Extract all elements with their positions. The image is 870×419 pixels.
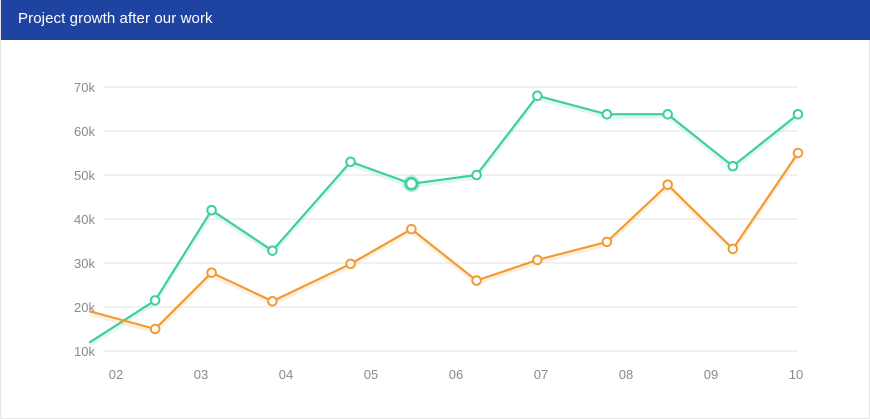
y-tick-label: 40k [74, 212, 95, 227]
x-tick-label: 07 [534, 367, 548, 382]
series-line [88, 151, 800, 331]
data-point[interactable] [601, 236, 613, 248]
series-2 [88, 147, 804, 335]
data-point[interactable] [149, 323, 161, 335]
data-point[interactable] [267, 295, 278, 307]
data-point[interactable] [206, 267, 217, 278]
x-tick-label: 09 [704, 367, 718, 382]
data-point[interactable] [601, 108, 613, 120]
x-tick-label: 02 [109, 367, 123, 382]
x-tick-label: 10 [789, 367, 803, 382]
y-tick-label: 60k [74, 124, 95, 139]
data-point[interactable] [792, 147, 804, 159]
x-tick-label: 03 [194, 367, 208, 382]
data-point[interactable] [727, 243, 739, 255]
series [88, 90, 804, 347]
data-point[interactable] [406, 223, 417, 235]
series-line-shadow [89, 97, 799, 347]
card-title: Project growth after our work [18, 10, 213, 27]
data-point[interactable] [471, 169, 482, 181]
series-line-shadow [89, 155, 800, 334]
data-point[interactable] [267, 245, 278, 256]
x-tick-label: 08 [619, 367, 633, 382]
data-point[interactable] [532, 254, 543, 266]
data-point[interactable] [792, 108, 804, 120]
card-header: Project growth after our work [1, 0, 870, 40]
data-point[interactable] [149, 295, 161, 306]
data-point[interactable] [206, 204, 217, 216]
y-tick-label: 50k [74, 168, 95, 183]
data-point[interactable] [662, 108, 673, 120]
data-point[interactable] [727, 160, 739, 172]
data-point-highlight[interactable] [404, 177, 419, 191]
data-point[interactable] [471, 275, 482, 286]
series-line [88, 94, 800, 344]
data-point[interactable] [345, 156, 356, 168]
x-axis: 02 03 04 05 06 07 08 09 10 [109, 367, 803, 382]
data-point[interactable] [345, 258, 356, 270]
y-tick-label: 70k [74, 80, 95, 95]
y-tick-label: 10k [74, 344, 95, 359]
x-tick-label: 04 [279, 367, 293, 382]
y-tick-label: 30k [74, 256, 95, 271]
series-1 [88, 90, 804, 347]
x-tick-label: 05 [364, 367, 378, 382]
data-point[interactable] [532, 90, 543, 102]
x-tick-label: 06 [449, 367, 463, 382]
data-point[interactable] [662, 179, 673, 190]
grid [103, 86, 798, 352]
